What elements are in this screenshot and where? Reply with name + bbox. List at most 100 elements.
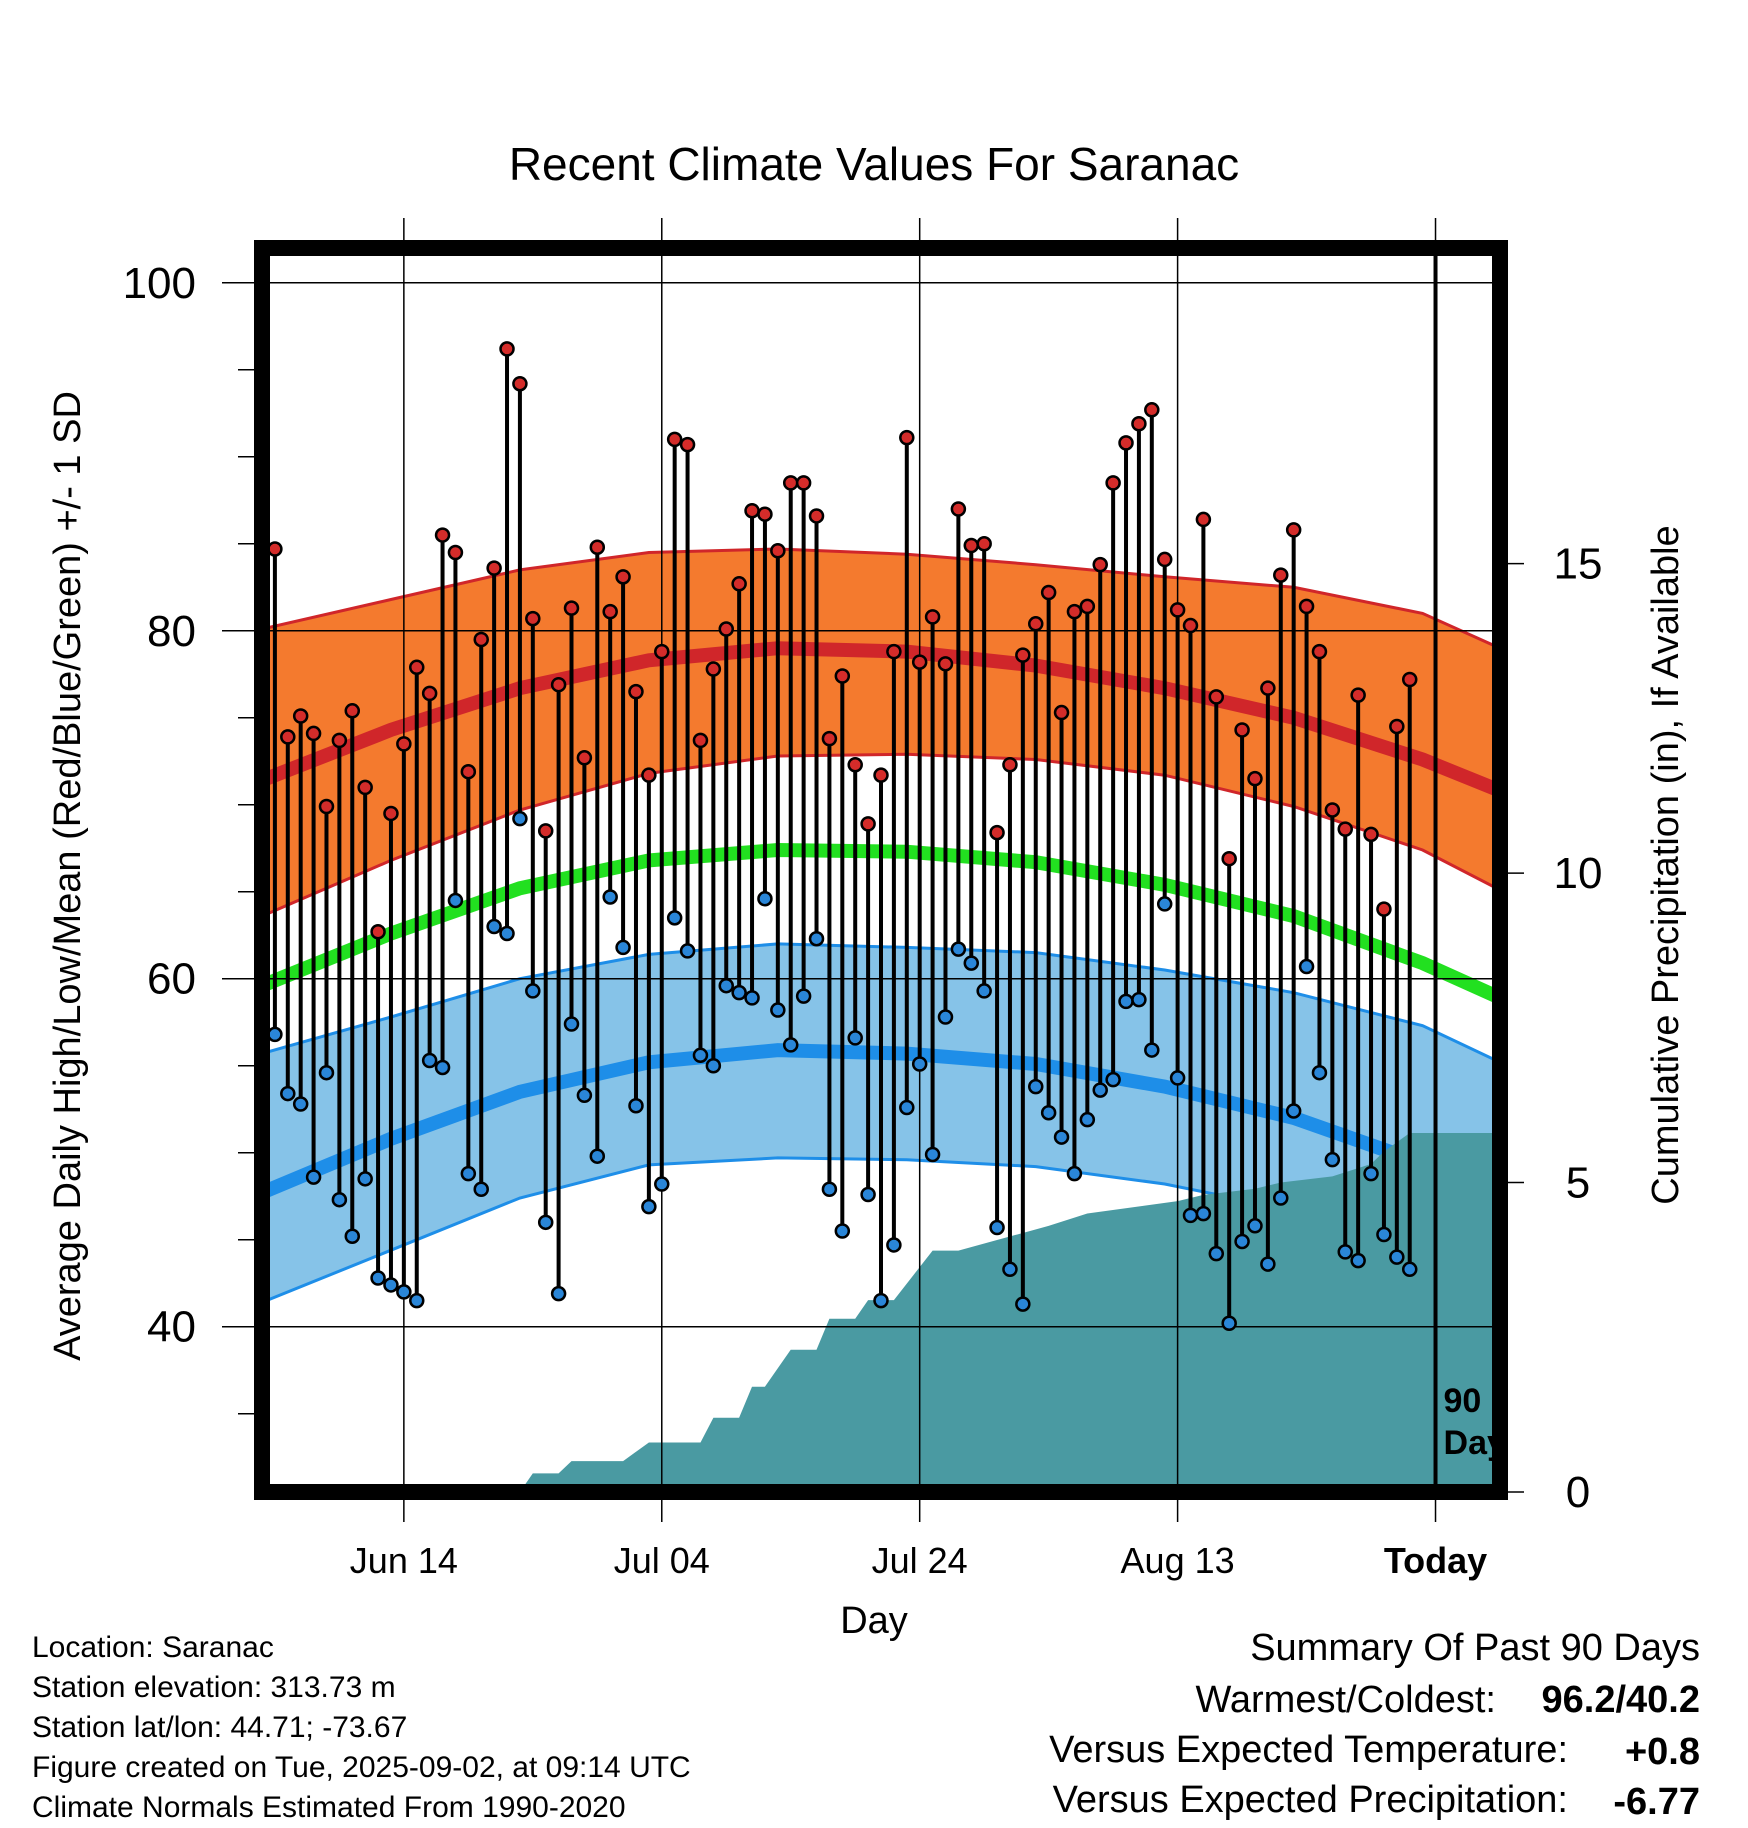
daily-low-point xyxy=(344,1228,361,1244)
daily-low-point xyxy=(821,1181,838,1198)
daily-high-point xyxy=(641,767,657,783)
daily-low-point xyxy=(666,910,683,926)
daily-high-point xyxy=(1260,680,1276,696)
y-tick-label: 100 xyxy=(123,259,196,308)
warmest-coldest-label: Warmest/Coldest: xyxy=(1195,1679,1496,1721)
precip-anomaly-label: Versus Expected Precipitation: xyxy=(1053,1779,1568,1821)
daily-high-point xyxy=(821,730,838,747)
daily-low-point xyxy=(1247,1218,1263,1234)
daily-high-point xyxy=(292,708,309,724)
daily-high-point xyxy=(1002,756,1018,773)
daily-high-point xyxy=(950,501,967,517)
daily-high-point xyxy=(911,654,928,670)
daily-low-point xyxy=(1234,1233,1250,1250)
y2-tick-label: 0 xyxy=(1566,1468,1590,1517)
daily-low-point xyxy=(950,941,967,957)
daily-low-point xyxy=(692,1047,709,1064)
daily-high-point xyxy=(1053,704,1070,721)
daily-high-point xyxy=(1311,643,1328,660)
daily-high-point xyxy=(357,779,373,796)
daily-low-point xyxy=(1156,896,1173,912)
daily-low-point xyxy=(1066,1165,1083,1182)
daily-low-point xyxy=(1208,1245,1225,1262)
daily-high-point xyxy=(396,736,412,752)
plot-frame xyxy=(254,240,1508,1500)
daily-low-point xyxy=(331,1191,348,1208)
daily-low-point xyxy=(537,1214,554,1231)
daily-high-point xyxy=(370,924,386,940)
daily-high-point xyxy=(1131,415,1147,432)
window-label-line: Days xyxy=(1444,1424,1525,1462)
daily-low-point xyxy=(628,1098,644,1114)
elevation-text: Station elevation: 313.73 m xyxy=(32,1671,396,1704)
daily-low-point xyxy=(1221,1315,1237,1331)
daily-low-point xyxy=(1169,1070,1186,1086)
daily-low-point xyxy=(421,1052,438,1069)
y2-axis-label: Cumulative Precipitation (in), If Availa… xyxy=(1645,525,1687,1204)
location-text: Location: Saranac xyxy=(32,1631,274,1664)
daily-low-point xyxy=(357,1171,373,1187)
daily-high-point xyxy=(924,609,941,625)
daily-low-point xyxy=(1324,1151,1341,1168)
x-tick-label: Jun 14 xyxy=(350,1540,458,1581)
daily-high-point xyxy=(963,537,980,554)
daily-high-point xyxy=(782,475,799,491)
x-tick-label: Jul 24 xyxy=(872,1540,968,1581)
daily-high-point xyxy=(1169,602,1186,618)
summary-title: Summary Of Past 90 Days xyxy=(1250,1627,1700,1669)
daily-high-point xyxy=(834,668,851,684)
daily-low-point xyxy=(409,1292,425,1309)
daily-low-point xyxy=(1182,1207,1199,1224)
daily-low-point xyxy=(615,939,631,956)
daily-low-point xyxy=(1401,1261,1418,1278)
daily-low-point xyxy=(1079,1111,1096,1128)
daily-high-point xyxy=(1144,402,1160,418)
daily-low-point xyxy=(460,1165,477,1182)
daily-high-point xyxy=(280,729,296,745)
daily-low-point xyxy=(847,1030,863,1046)
daily-high-point xyxy=(1105,475,1121,491)
daily-low-point xyxy=(318,1064,335,1081)
daily-high-point xyxy=(1195,511,1212,528)
daily-low-point xyxy=(512,810,528,827)
daily-high-point xyxy=(344,703,361,719)
daily-low-point xyxy=(576,1087,593,1104)
daily-high-point xyxy=(847,756,863,773)
daily-high-point xyxy=(563,600,580,616)
daily-high-point xyxy=(499,341,515,357)
daily-low-point xyxy=(795,988,812,1004)
daily-high-point xyxy=(1118,435,1134,451)
daily-high-point xyxy=(1234,722,1250,738)
daily-high-point xyxy=(409,659,425,676)
daily-high-point xyxy=(1221,850,1237,867)
daily-low-point xyxy=(1195,1205,1212,1222)
y2-tick-label: 10 xyxy=(1554,849,1603,898)
daily-low-point xyxy=(718,977,734,994)
daily-low-point xyxy=(1118,993,1134,1010)
y-tick-label: 40 xyxy=(147,1303,196,1352)
daily-low-point xyxy=(1092,1082,1108,1098)
daily-low-point xyxy=(860,1186,876,1203)
daily-low-point xyxy=(911,1056,928,1072)
daily-high-point xyxy=(1273,567,1289,583)
daily-low-point xyxy=(589,1148,606,1164)
x-axis-label: Day xyxy=(840,1600,908,1642)
chart-title: Recent Climate Values For Saranac xyxy=(509,138,1239,190)
daily-high-point xyxy=(537,823,554,839)
daily-low-point xyxy=(1144,1042,1160,1058)
daily-low-point xyxy=(486,918,502,935)
daily-low-point xyxy=(1363,1165,1379,1182)
daily-high-point xyxy=(976,536,992,552)
daily-high-point xyxy=(1066,603,1083,620)
daily-high-point xyxy=(1156,551,1173,568)
daily-high-point xyxy=(473,631,489,648)
daily-low-point xyxy=(654,1176,670,1192)
daily-high-point xyxy=(1298,598,1315,615)
daily-high-point xyxy=(550,676,567,693)
daily-low-point xyxy=(770,1002,786,1018)
daily-high-point xyxy=(512,375,528,392)
daily-low-point xyxy=(808,930,825,947)
daily-high-point xyxy=(1247,770,1263,787)
daily-high-point xyxy=(989,824,1005,841)
